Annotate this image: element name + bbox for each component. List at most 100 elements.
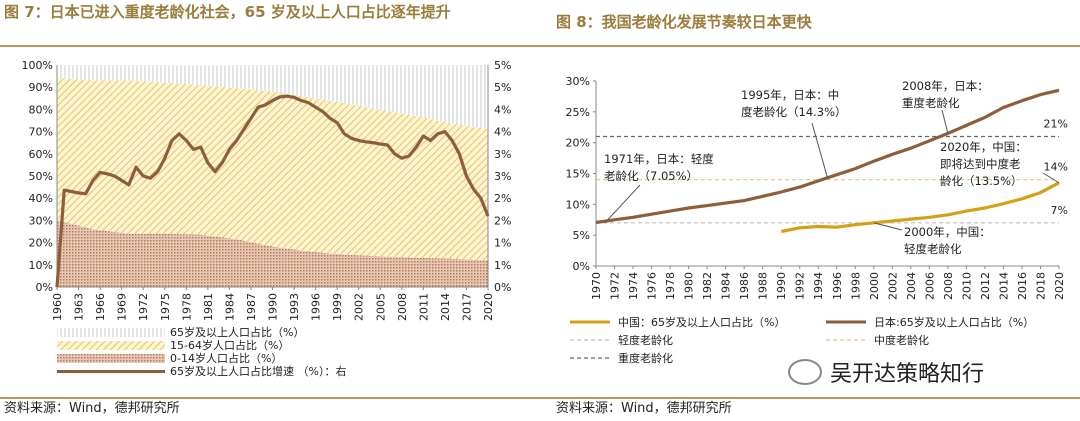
y-right-tick-label: 2% xyxy=(494,214,511,227)
legend-label: 中国：65岁及以上人口占比（%） xyxy=(618,315,785,329)
y-tick-label: 30% xyxy=(566,75,590,88)
y-left-tick-label: 50% xyxy=(29,170,53,183)
x-tick-label: 1972 xyxy=(609,272,622,300)
x-tick-label: 1999 xyxy=(331,293,344,321)
x-tick-label: 1982 xyxy=(701,272,714,300)
x-tick-label: 2004 xyxy=(905,272,918,300)
legend-label: 65岁及以上人口占比（%） xyxy=(170,325,304,339)
y-right-tick-label: 5% xyxy=(494,81,511,94)
x-tick-label: 1975 xyxy=(159,293,172,321)
annotation-text: 龄化（13.5%） xyxy=(940,174,1023,188)
watermark: 吴开达策略知行 xyxy=(788,356,984,388)
x-tick-label: 2020 xyxy=(1053,272,1066,300)
x-tick-label: 1969 xyxy=(116,293,129,321)
x-tick-label: 1960 xyxy=(51,293,64,321)
x-tick-label: 1978 xyxy=(664,272,677,300)
legend-label: 日本:65岁及以上人口占比（%） xyxy=(874,315,1034,329)
x-tick-label: 2002 xyxy=(353,293,366,321)
annotation-text: 即将达到中度老 xyxy=(940,157,1021,171)
annotation: 1995年，日本：中度老龄化（14.3%） xyxy=(741,88,847,178)
x-tick-label: 2020 xyxy=(482,293,495,321)
x-tick-label: 1981 xyxy=(202,293,215,321)
growth-line xyxy=(55,94,490,288)
wechat-icon xyxy=(788,359,822,385)
x-tick-label: 1986 xyxy=(738,272,751,300)
annotation-text: 2020年，中国： xyxy=(940,140,1027,154)
annotation-pointer xyxy=(873,222,903,231)
annotation: 1971年，日本：轻度老龄化（7.05%） xyxy=(604,152,714,223)
y-left-tick-label: 90% xyxy=(29,81,53,94)
y-right-tick-label: 5% xyxy=(494,59,511,72)
y-left-tick-label: 40% xyxy=(29,192,53,205)
y-right-tick-label: 1% xyxy=(494,259,511,272)
watermark-text: 吴开达策略知行 xyxy=(830,362,985,387)
y-tick-label: 15% xyxy=(566,168,590,181)
x-tick-label: 1980 xyxy=(683,272,696,300)
x-tick-label: 1996 xyxy=(310,293,323,321)
y-tick-label: 0% xyxy=(573,260,590,273)
x-tick-label: 2008 xyxy=(942,272,955,300)
y-right-tick-label: 4% xyxy=(494,103,511,116)
x-tick-label: 1990 xyxy=(267,293,280,321)
annotation-pointer xyxy=(1042,172,1060,184)
x-tick-label: 2012 xyxy=(979,272,992,300)
y-right-tick-label: 0% xyxy=(494,281,511,294)
x-tick-label: 2005 xyxy=(374,293,387,321)
left-chart-title: 图 7：日本已进入重度老龄化社会，65 岁及以上人口占比逐年提升 xyxy=(4,3,451,21)
y-left-tick-label: 100% xyxy=(22,59,53,72)
right-chart-title: 图 8：我国老龄化发展节奏较日本更快 xyxy=(556,13,812,31)
y-left-tick-label: 20% xyxy=(29,237,53,250)
x-tick-label: 1984 xyxy=(223,293,236,321)
annotation-text: 度老龄化（14.3%） xyxy=(741,105,847,119)
y-right-tick-label: 4% xyxy=(494,126,511,139)
x-tick-label: 2010 xyxy=(960,272,973,300)
annotation-text: 2008年，日本： xyxy=(902,79,989,93)
right-chart-svg: 0% 5% 10% 15% 20% 25% 30% 1970 1972 1974 1976 1978 1… xyxy=(566,75,1068,365)
right-chart-panel: 图 8：我国老龄化发展节奏较日本更快 0% 5% 10% 15% 20% 25% 30% 19… xyxy=(540,0,1080,421)
annotation: 2000年，中国： 轻度老龄化 xyxy=(873,222,991,256)
x-tick-label: 2008 xyxy=(396,293,409,321)
threshold-label: 7% xyxy=(1051,204,1068,217)
legend-label: 65岁及以上人口占比增速 （%）：右 xyxy=(170,364,346,378)
china-line xyxy=(780,181,1060,234)
x-tick-label: 2002 xyxy=(886,272,899,300)
area-0-14 xyxy=(57,220,488,287)
legend-swatch xyxy=(57,354,165,363)
x-tick-label: 2018 xyxy=(1034,272,1047,300)
y-left-tick-label: 0% xyxy=(36,281,53,294)
x-tick-label: 1970 xyxy=(590,272,603,300)
x-tick-label: 2017 xyxy=(460,293,473,321)
left-chart-svg: 0% 10% 20% 30% 40% 50% 60% 70% 80% 90% 100% 0% 1% 1% 2… xyxy=(22,59,512,378)
left-chart-panel: 图 7：日本已进入重度老龄化社会，65 岁及以上人口占比逐年提升 0% 10% 20… xyxy=(0,3,540,416)
right-legend: 中国：65岁及以上人口占比（%） 日本:65岁及以上人口占比（%） 轻度老龄化 中度老… xyxy=(570,315,1034,365)
legend-label: 0-14岁人口占比（%） xyxy=(170,351,282,365)
x-tick-label: 1993 xyxy=(288,293,301,321)
y-left-tick-label: 10% xyxy=(29,259,53,272)
legend-label: 重度老龄化 xyxy=(618,351,673,365)
x-tick-label: 2014 xyxy=(439,293,452,321)
threshold-label: 21% xyxy=(1044,118,1068,131)
annotation-text: 轻度老龄化 xyxy=(904,242,962,256)
annotation-pointer xyxy=(604,184,641,223)
y-right-tick-label: 3% xyxy=(494,148,511,161)
x-tick-label: 1963 xyxy=(73,293,86,321)
area-65plus xyxy=(57,65,488,130)
x-tick-label: 2000 xyxy=(868,272,881,300)
annotation-text: 2000年，中国： xyxy=(904,225,991,239)
annotation-text: 1971年，日本：轻度 xyxy=(604,152,714,166)
x-tick-label: 1976 xyxy=(646,272,659,300)
x-tick-label: 1966 xyxy=(94,293,107,321)
left-source-rule xyxy=(0,397,540,399)
right-source-rule xyxy=(540,397,1080,399)
area-15-64 xyxy=(57,78,488,261)
y-tick-label: 10% xyxy=(566,198,590,211)
legend-swatch xyxy=(57,328,165,337)
left-legend: 65岁及以上人口占比（%）15-64岁人口占比（%）0-14岁人口占比（%）65… xyxy=(57,325,346,378)
x-tick-label: 1974 xyxy=(627,272,640,300)
x-tick-label: 2006 xyxy=(923,272,936,300)
x-tick-label: 1992 xyxy=(794,272,807,300)
x-tick-label: 1990 xyxy=(775,272,788,300)
x-tick-label: 1987 xyxy=(245,293,258,321)
x-tick-label: 1988 xyxy=(757,272,770,300)
